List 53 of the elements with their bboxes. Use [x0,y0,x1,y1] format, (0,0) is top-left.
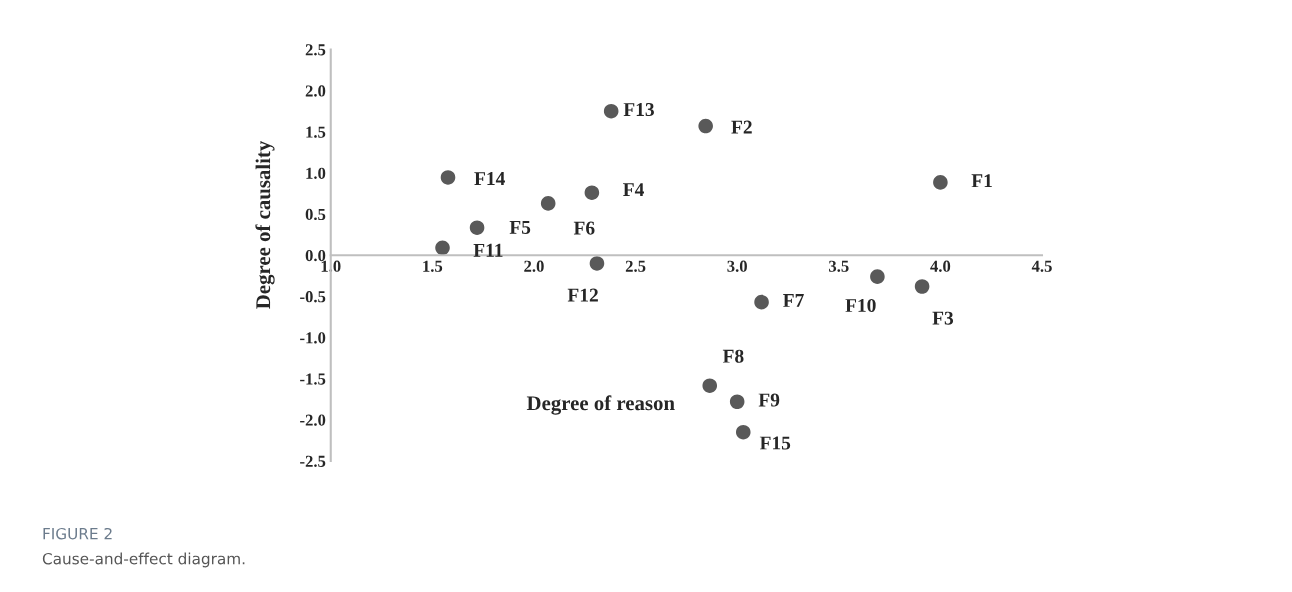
point [870,269,885,284]
annotation: F11 [473,243,503,257]
y-tick-label: -2.0 [300,414,326,426]
annotation: F14 [474,172,505,185]
y-tick-label: -1.0 [300,332,326,344]
point [435,240,450,256]
y-tick-label: 0.0 [305,249,326,262]
annotation: F9 [758,393,780,407]
annotation: F2 [731,120,752,134]
point [584,185,600,200]
x-tick-label: 2.5 [625,260,646,272]
caption: FIGURE 2 [43,527,112,540]
annotation: F6 [573,221,595,235]
point [914,279,930,294]
annotation: F1 [971,174,992,188]
y-tick-label: 1.5 [306,126,326,138]
point [603,103,619,119]
point [698,118,713,134]
y-tick-label: 2.0 [305,85,326,97]
annotation: F4 [623,183,644,196]
x-tick-label: 2.0 [524,260,544,272]
x-tick-label: 3.5 [829,260,849,272]
point [469,220,485,235]
x-tick-label: 1.5 [423,260,443,272]
annotation: F3 [932,311,954,325]
y-tick-label: 0.5 [305,208,326,221]
annotation: F7 [783,294,804,307]
x-tick-label: 3.0 [727,260,747,272]
annotation: F5 [509,221,531,234]
annotation: F15 [759,436,791,450]
point [440,170,456,185]
x-tick-label: 4.5 [1031,260,1052,272]
point [589,256,605,271]
annotation: F13 [623,103,654,117]
y-tick-label: -1.5 [300,373,326,385]
point [735,424,751,440]
y-tick-label: -2.5 [300,455,326,468]
text: Cause-and-effect diagram. [42,552,245,568]
point [540,196,556,211]
point [933,175,948,190]
y-tick-label: 2.5 [305,44,326,56]
y-tick-label: -0.5 [300,291,326,303]
point [702,378,718,393]
x-axis-title: Degree of reason [526,395,675,415]
y-tick-label: 1.0 [306,167,326,179]
annotation: F10 [845,298,876,313]
point [729,394,745,410]
y-axis-title: Degree of causality [255,140,275,309]
x-tick-label: 4.0 [930,260,951,272]
point [754,294,769,310]
x-tick-label: 1.0 [321,260,341,272]
annotation: F12 [567,288,598,302]
annotation: F8 [722,349,744,363]
